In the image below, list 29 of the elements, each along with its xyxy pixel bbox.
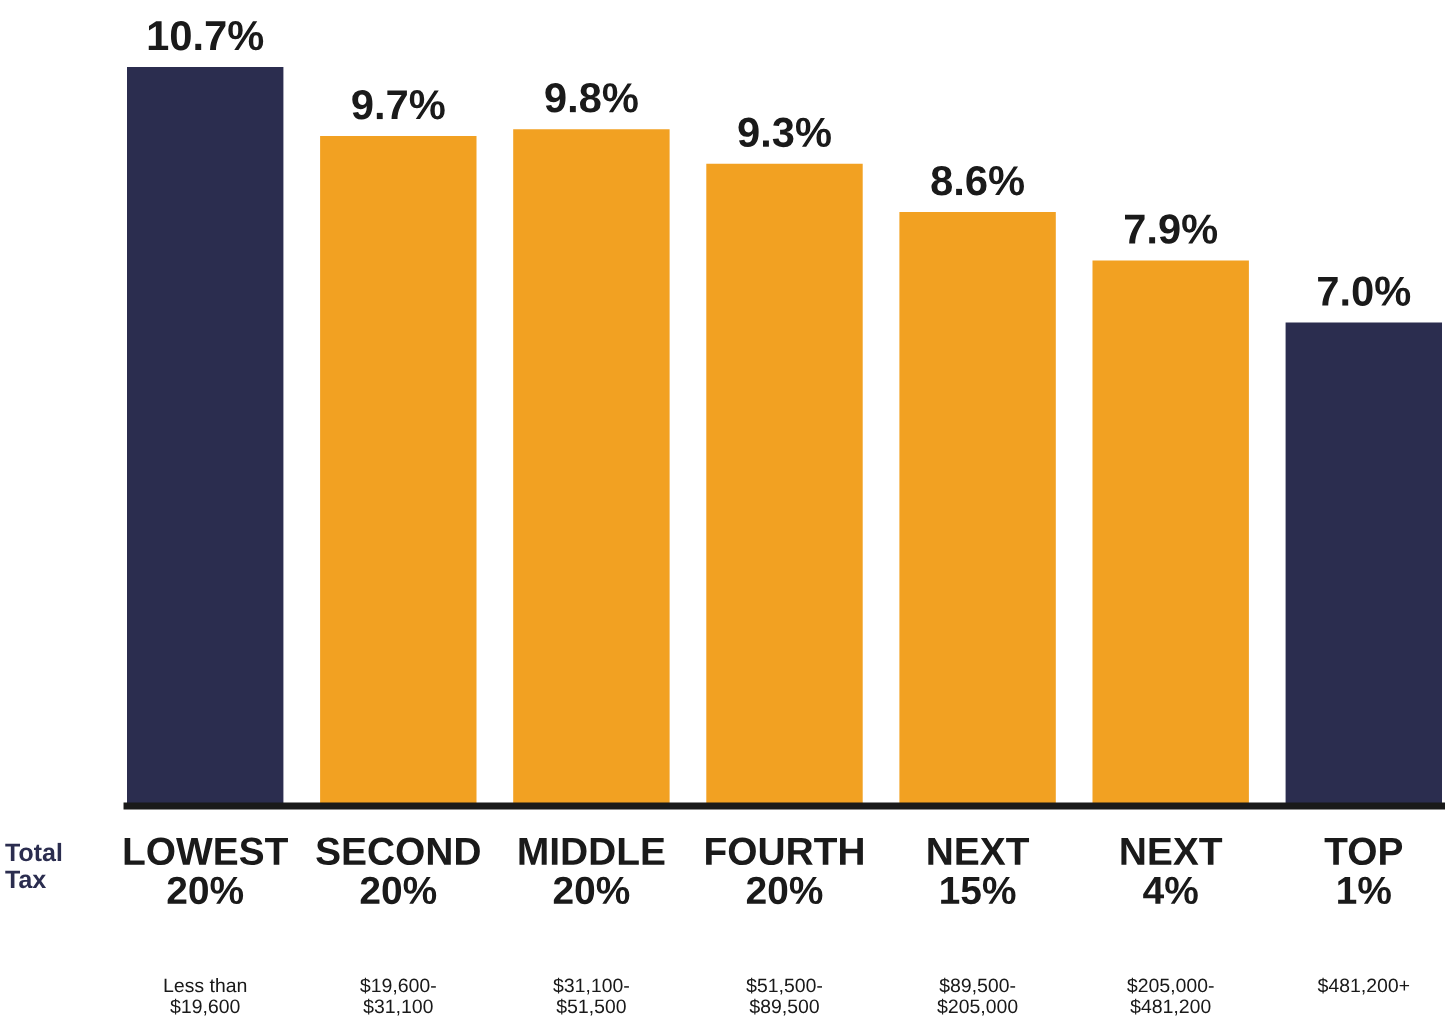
text: $19,600- $31,100: [360, 977, 436, 1016]
x-tick-label: NEXT 15%: [928, 837, 1030, 905]
data-label: 7.0%: [1318, 276, 1411, 306]
data-label: 8.6%: [931, 165, 1024, 196]
bar: [1285, 322, 1442, 806]
text: Total Tax: [5, 842, 62, 889]
bar: [706, 163, 863, 806]
data-label: 9.7%: [352, 89, 445, 120]
data-label: 10.7%: [148, 20, 264, 51]
text: $31,100- $51,500: [553, 977, 629, 1016]
bar: [513, 129, 670, 806]
x-tick-label: TOP 1%: [1324, 837, 1403, 905]
data-label: 9.8%: [545, 83, 638, 113]
text: $89,500- $205,000: [937, 977, 1018, 1016]
x-tick-label: FOURTH 20%: [706, 837, 863, 905]
text: Less than $19,600: [164, 978, 247, 1016]
text: $205,000- $481,200: [1127, 977, 1214, 1016]
data-label: 9.3%: [738, 117, 831, 148]
x-tick-label: MIDDLE 20%: [519, 837, 665, 905]
text: $481,200+: [1317, 977, 1410, 995]
x-tick-label: LOWEST 20%: [124, 837, 288, 905]
x-tick-label: NEXT 4%: [1121, 837, 1223, 905]
x-tick-label: SECOND 20%: [316, 837, 480, 905]
data-label: 7.9%: [1125, 214, 1218, 244]
bar: [320, 136, 477, 806]
text: $51,500- $89,500: [746, 977, 823, 1016]
bar: [127, 67, 284, 806]
bar: [1092, 260, 1249, 806]
bar: [899, 212, 1056, 806]
